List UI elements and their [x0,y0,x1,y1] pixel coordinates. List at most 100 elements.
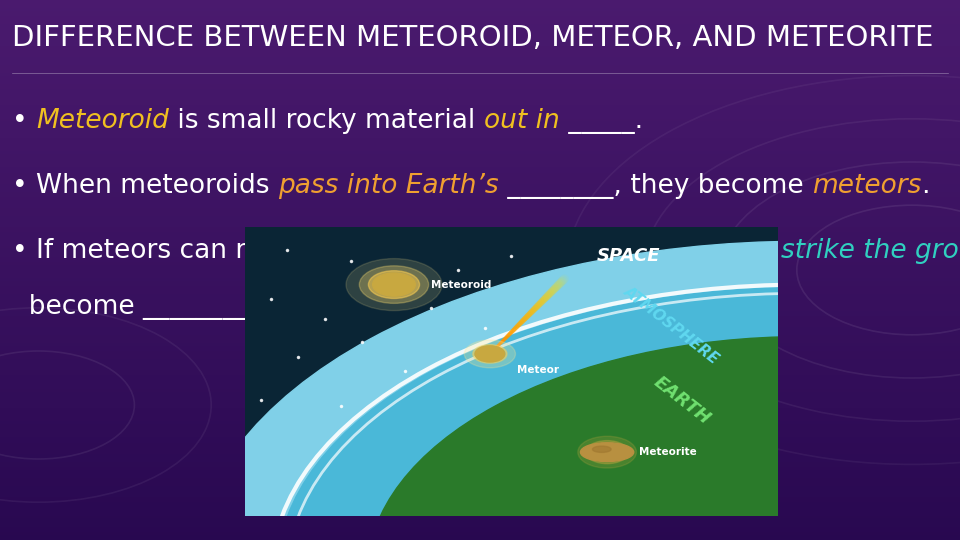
Bar [0,92,960,94]
Bar [0,105,960,108]
Bar [0,470,960,472]
Bar [0,292,960,294]
Bar [0,192,960,194]
Bar [0,227,960,229]
Bar [0,254,960,256]
Bar [0,278,960,281]
Bar [0,130,960,132]
Bar [0,443,960,445]
Bar [0,200,960,202]
Text: DIFFERENCE BETWEEN METEOROID, METEOR, AND METEORITE: DIFFERENCE BETWEEN METEOROID, METEOR, AN… [12,24,934,52]
Bar [0,286,960,289]
Bar [0,197,960,200]
Ellipse shape [581,443,634,462]
Bar [0,43,960,46]
Bar [0,76,960,78]
Bar [0,194,960,197]
Bar [0,500,960,502]
Bar [0,378,960,381]
Bar [0,467,960,470]
Bar [0,138,960,140]
Bar [0,381,960,383]
Circle shape [475,346,505,362]
Bar [0,459,960,462]
Bar [0,243,960,246]
Bar [0,146,960,148]
Bar [0,359,960,362]
Bar [0,310,960,313]
Bar [0,24,960,27]
Bar [0,332,960,335]
Bar [0,157,960,159]
Bar [0,308,960,310]
Bar [0,497,960,500]
Bar [0,356,960,359]
Bar [0,302,960,305]
Circle shape [276,287,960,540]
Bar [0,413,960,416]
Bar [0,57,960,59]
Bar [0,181,960,184]
Bar [0,475,960,478]
Bar [0,343,960,346]
Bar [0,338,960,340]
Text: •: • [12,173,36,199]
Bar [0,176,960,178]
Bar [0,19,960,22]
Circle shape [369,271,420,299]
Bar [0,400,960,402]
Bar [0,316,960,319]
Bar [0,178,960,181]
Bar [0,321,960,324]
Bar [0,14,960,16]
Bar [0,251,960,254]
Bar [0,235,960,238]
Bar [0,383,960,386]
Bar [0,364,960,367]
Text: become ________.: become ________. [12,294,258,320]
Circle shape [586,441,629,464]
Bar [0,329,960,332]
Bar [0,154,960,157]
Bar [0,113,960,116]
Bar [0,46,960,49]
Bar [0,267,960,270]
Bar [0,49,960,51]
Bar [0,300,960,302]
Bar [0,213,960,216]
Bar [0,335,960,338]
Text: _____.: _____. [560,108,643,134]
Bar [0,119,960,122]
Bar [0,351,960,354]
Bar [0,81,960,84]
Bar [0,170,960,173]
Bar [0,427,960,429]
Bar [0,305,960,308]
Bar [0,165,960,167]
Bar [0,432,960,435]
Bar [0,68,960,70]
Bar [0,65,960,68]
Bar [0,151,960,154]
Bar [0,454,960,456]
Bar [0,221,960,224]
Bar [0,532,960,535]
Bar [0,281,960,284]
Bar [0,3,960,5]
Text: •: • [12,108,36,134]
Bar [0,16,960,19]
Bar [0,508,960,510]
Bar [0,273,960,275]
Bar [0,424,960,427]
Bar [0,189,960,192]
Bar [0,184,960,186]
Bar [0,127,960,130]
Bar [0,59,960,62]
Bar [0,375,960,378]
Bar [0,394,960,397]
Bar [0,202,960,205]
Circle shape [368,336,960,540]
Text: they become: they become [622,173,812,199]
Bar [0,40,960,43]
Bar [0,259,960,262]
